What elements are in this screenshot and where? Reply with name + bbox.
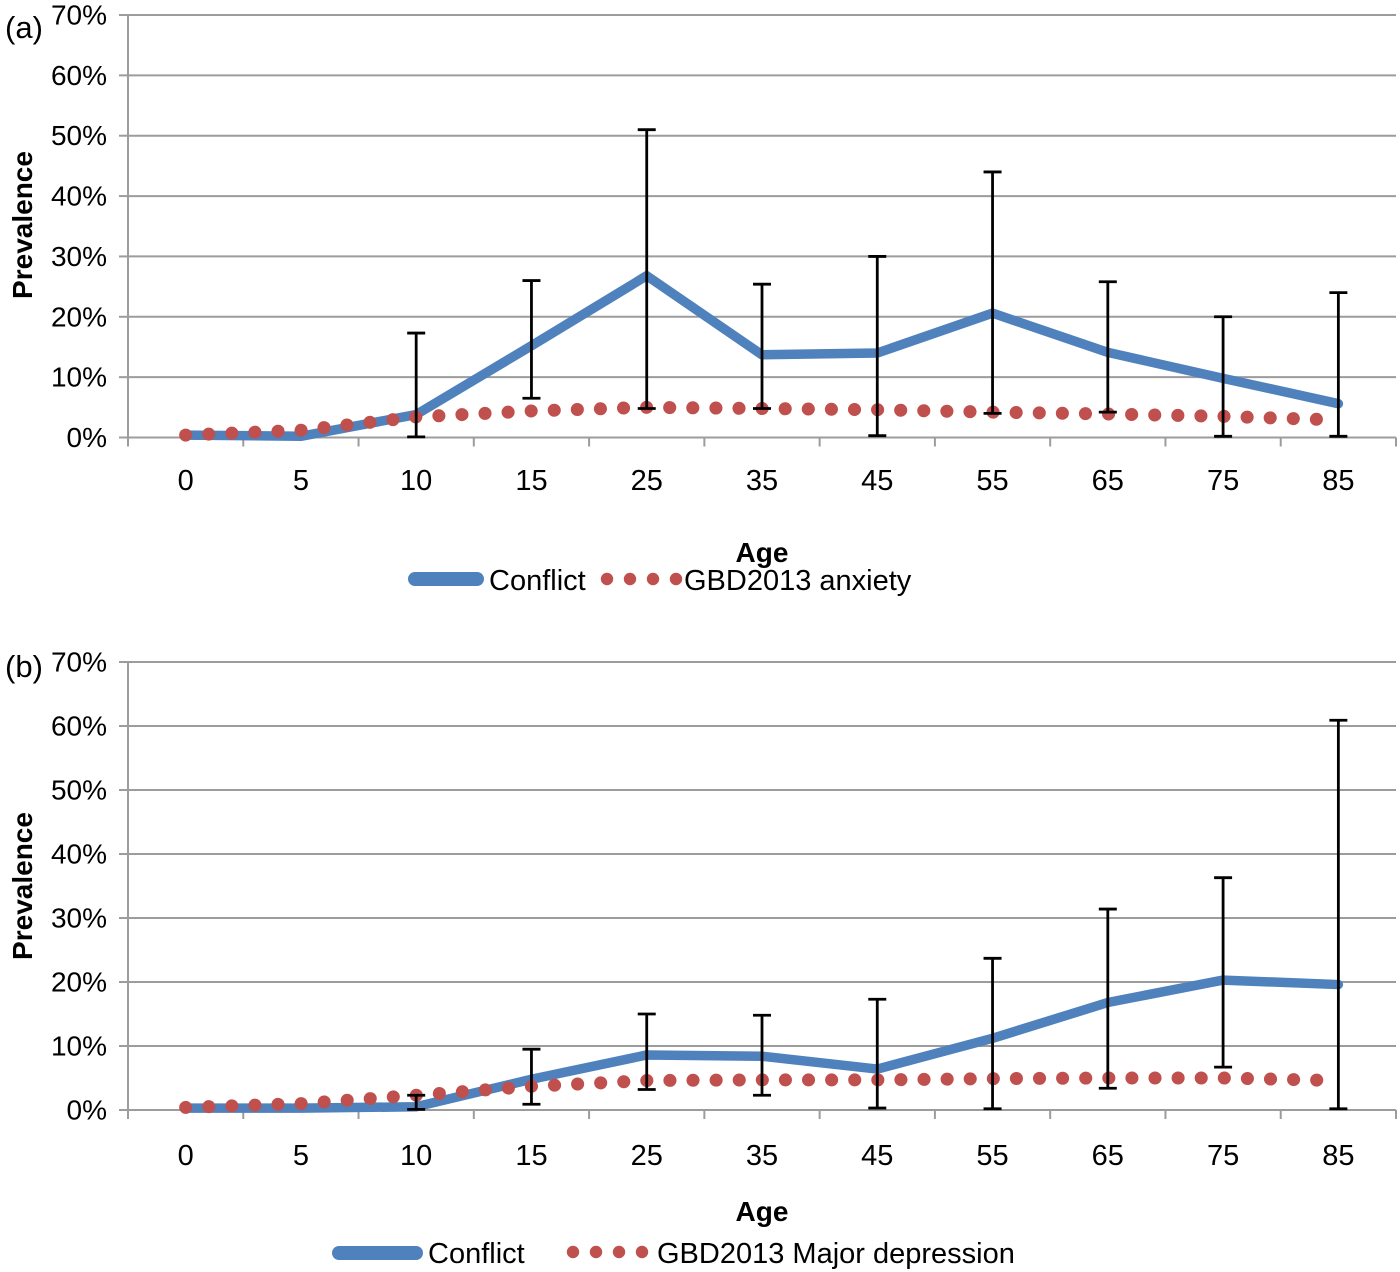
error-bar [1329,291,1348,438]
legend: Conflict GBD2013 anxiety [408,565,912,597]
error-bar [1329,718,1348,1111]
error-bar [753,282,771,410]
x-tick-label: 10 [400,465,432,497]
error-bar [983,956,1002,1111]
x-tick-label: 15 [515,1140,547,1172]
error-bar [1214,315,1233,438]
error-bar [522,279,541,400]
error-bar [868,255,887,438]
x-tick-label: 5 [293,465,309,497]
error-bar [983,170,1002,415]
y-tick-label: 60% [51,60,107,91]
x-tick-label: 75 [1207,1140,1239,1172]
x-tick-label: 0 [178,465,194,497]
x-axis-title: Age [736,1196,789,1227]
legend-gbd-swatch-dot [600,572,614,586]
x-tick-label: 5 [293,1140,309,1172]
y-tick-label: 0% [67,1095,107,1126]
error-bar [868,997,887,1110]
legend-gbd-swatch-dot [635,1245,649,1259]
x-tick-label: 0 [178,1140,194,1172]
x-axis-title: Age [736,537,789,568]
y-tick-label: 20% [51,301,107,332]
legend-gbd-swatch-dot [623,572,637,586]
y-tick-label: 40% [51,839,107,870]
error-bar [522,1047,541,1106]
x-tick-label: 55 [976,1140,1008,1172]
y-tick-label: 30% [51,241,107,272]
y-tick-label: 20% [51,967,107,998]
panel-label: (a) [5,10,43,45]
x-tick-label: 85 [1322,465,1354,497]
y-tick-label: 60% [51,711,107,742]
y-tick-label: 0% [67,422,107,453]
y-tick-label: 10% [51,1031,107,1062]
x-tick-label: 45 [861,465,893,497]
x-tick-label: 85 [1322,1140,1354,1172]
legend-conflict-label: Conflict [428,1238,525,1270]
y-tick-label: 40% [51,181,107,212]
x-tick-label: 25 [631,465,663,497]
error-bar [1098,280,1117,414]
x-tick-label: 10 [400,1140,432,1172]
legend-gbd-swatch-dot [612,1245,626,1259]
y-tick-label: 70% [51,0,107,31]
legend-gbd-swatch-dot [589,1245,603,1259]
legend: Conflict GBD2013 Major depression [332,1238,1015,1270]
x-tick-label: 65 [1092,465,1124,497]
panel-b: 0% 10% 20% 30% 40% 50% 60% 70% 0 5 10 15 25 35 45 55 65 7… [5,647,1397,1270]
x-tick-label: 55 [976,465,1008,497]
legend-gbd-swatch-dot [646,572,660,586]
error-bar [1214,876,1233,1069]
error-bar [637,1012,656,1091]
y-tick-label: 70% [51,647,107,678]
legend-gbd-swatch-dot [566,1245,580,1259]
legend-conflict-label: Conflict [489,565,586,597]
y-axis-title: Prevalence [7,151,38,299]
error-bar [753,1013,771,1097]
legend-conflict-swatch [408,572,484,586]
legend-gbd-swatch-dot [669,572,683,586]
error-bar [407,1093,426,1111]
legend-gbd-label: GBD2013 anxiety [684,565,912,597]
legend-gbd-label: GBD2013 Major depression [657,1238,1015,1270]
y-axis-title: Prevalence [7,812,38,960]
x-tick-label: 35 [746,1140,778,1172]
error-bar [637,128,656,410]
panel-label: (b) [5,649,43,684]
error-bar [407,331,426,439]
panel-a: 0% 10% 20% 30% 40% 50% 60% 70% 0 5 10 15 25 35 45 55 65 7… [5,0,1397,597]
x-tick-label: 45 [861,1140,893,1172]
y-tick-label: 50% [51,120,107,151]
y-tick-label: 30% [51,903,107,934]
y-tick-label: 50% [51,775,107,806]
x-tick-label: 35 [746,465,778,497]
x-tick-label: 25 [631,1140,663,1172]
x-tick-label: 65 [1092,1140,1124,1172]
error-bar [1098,907,1117,1090]
legend-conflict-swatch [332,1246,423,1260]
x-tick-label: 75 [1207,465,1239,497]
x-tick-label: 15 [515,465,547,497]
y-tick-label: 10% [51,362,107,393]
